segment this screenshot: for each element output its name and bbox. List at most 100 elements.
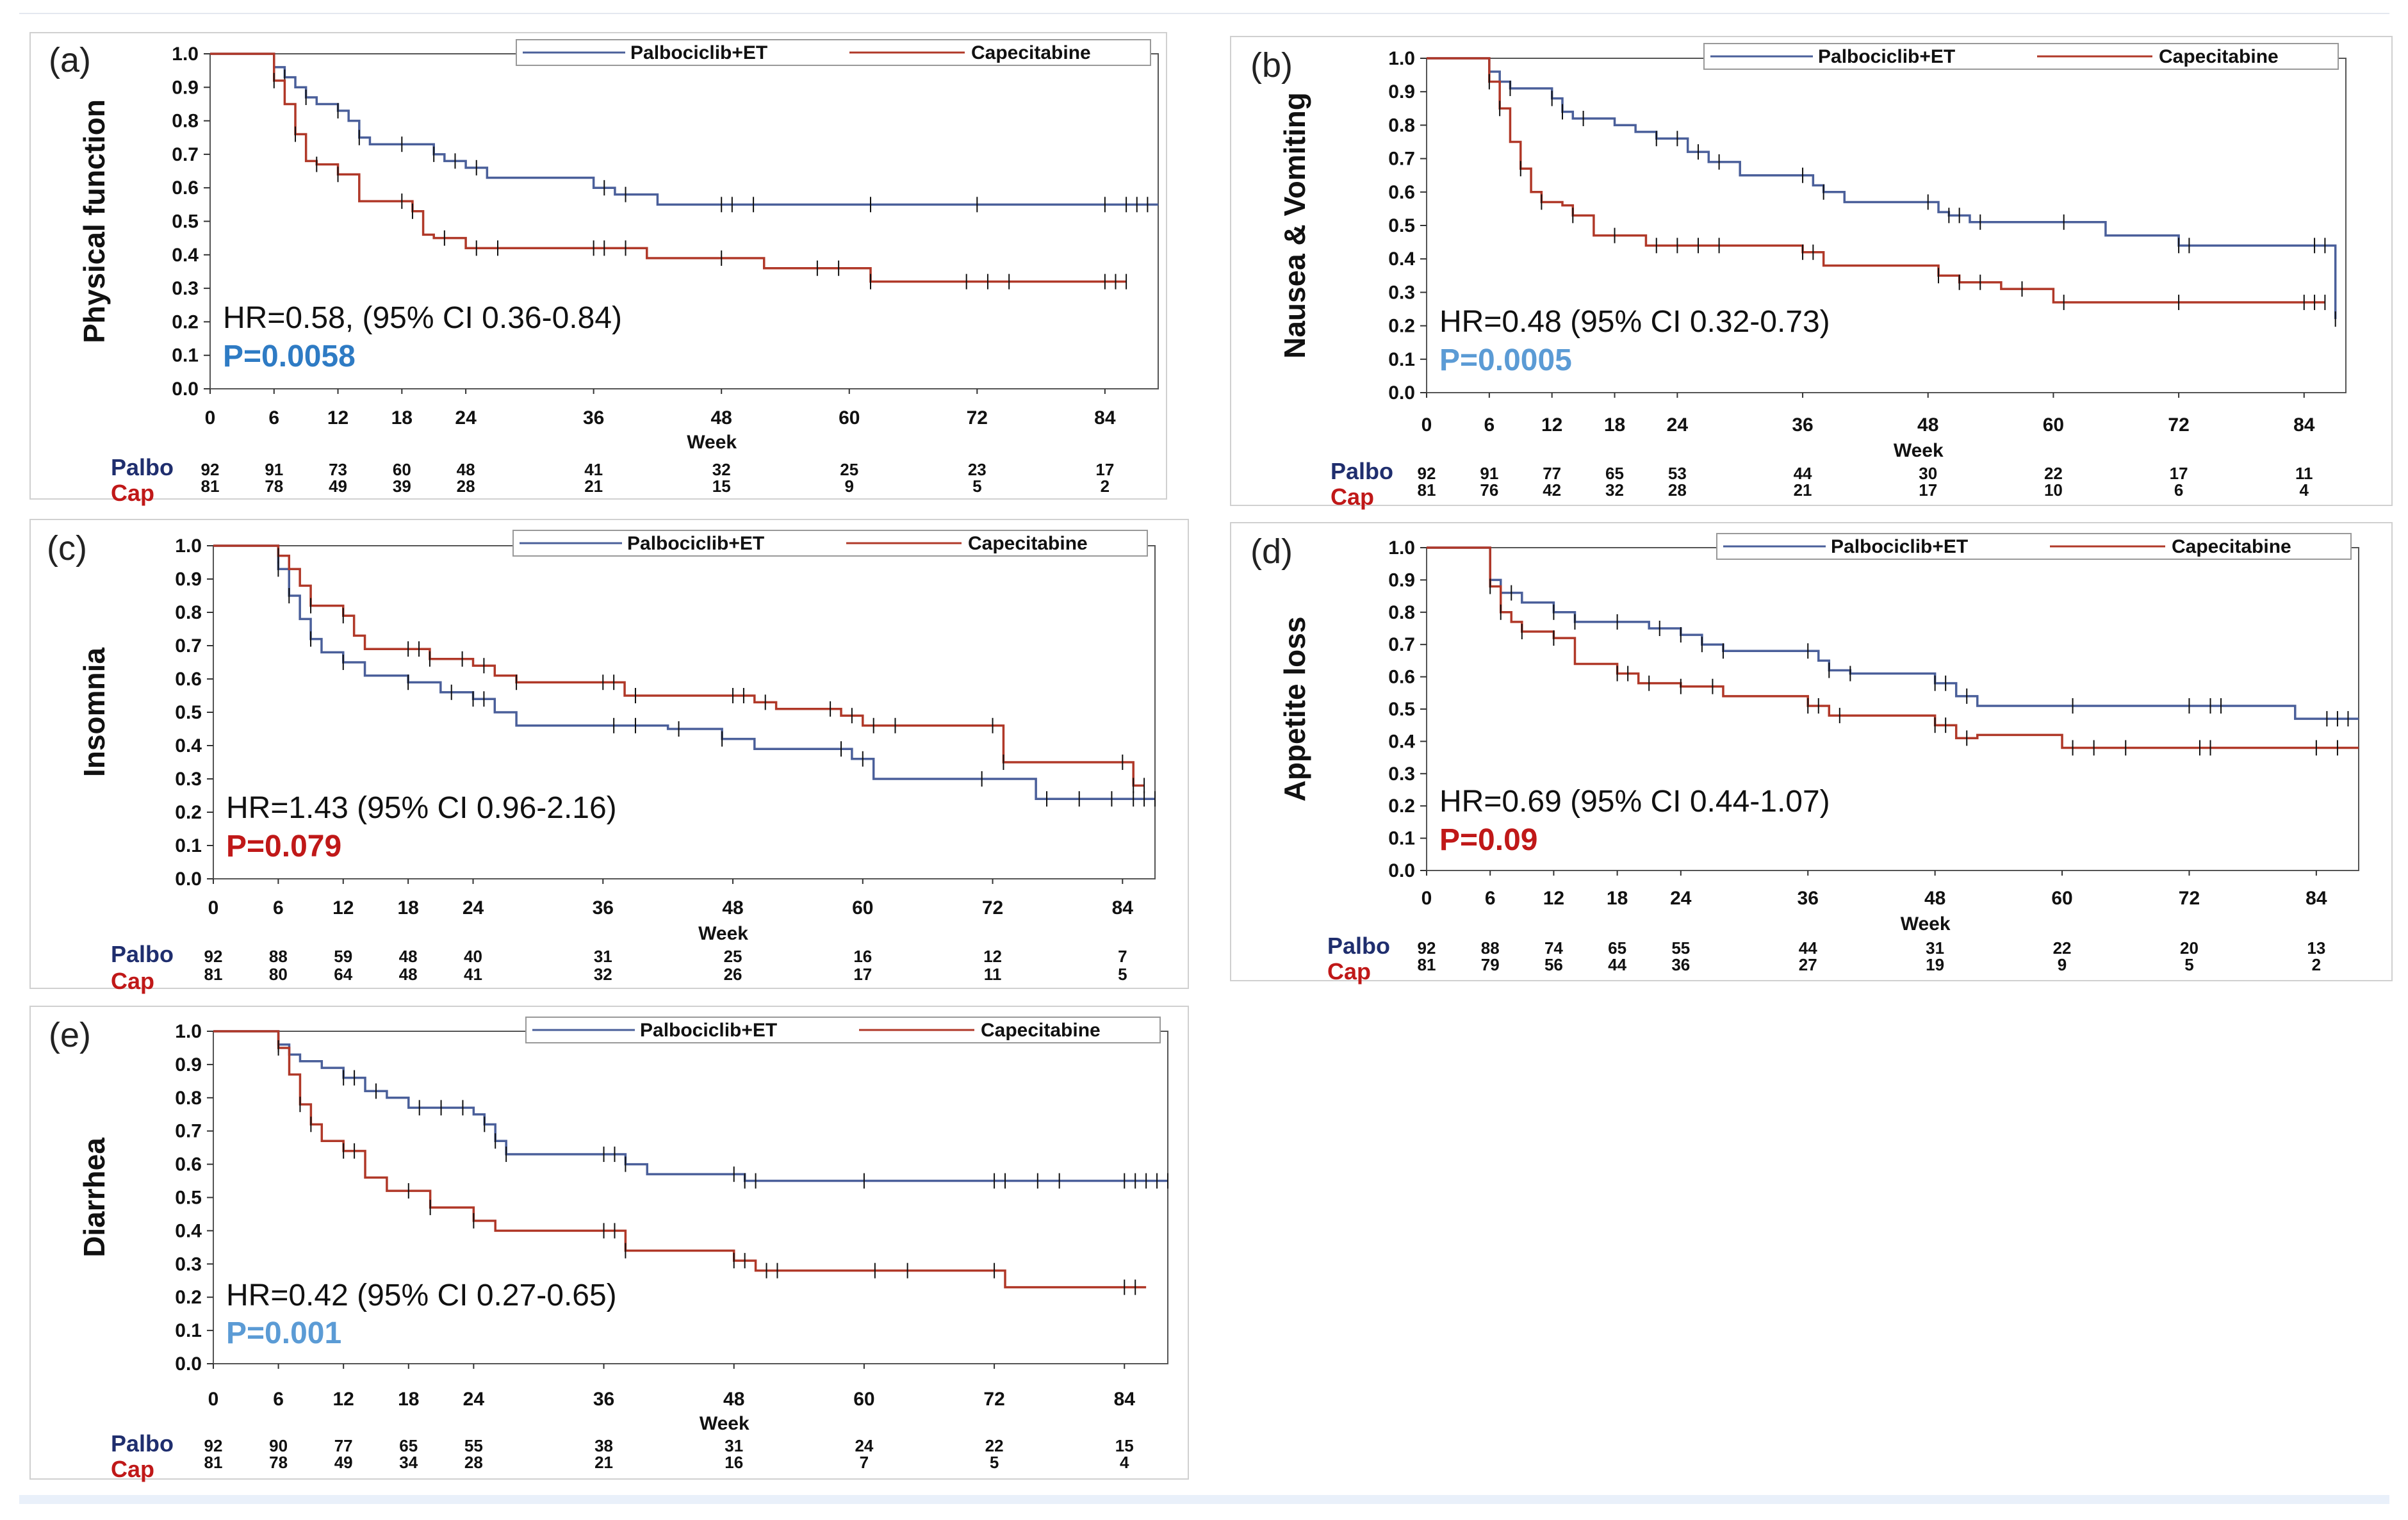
legend: Palbociclib+ET Capecitabine [512,530,1148,557]
risk-count-palbo: 65 [1605,464,1624,483]
km-curve-cap [1427,546,2359,749]
x-tick-label: 84 [2293,414,2315,436]
x-tick-label: 60 [852,897,873,919]
legend-label-cap: Capecitabine [968,533,1088,554]
risk-count-palbo: 92 [1418,938,1436,958]
risk-label-cap: Cap [1331,484,1374,510]
risk-count-palbo: 22 [2053,938,2072,958]
risk-count-palbo: 16 [853,947,872,966]
risk-count-cap: 39 [393,477,411,496]
x-tick-label: 0 [208,897,219,919]
hazard-ratio-text: HR=0.58, (95% CI 0.36-0.84) [223,301,622,335]
x-tick-label: 24 [1670,888,1692,909]
y-tick-label: 0.7 [175,1121,202,1142]
risk-label-cap: Cap [111,1456,154,1482]
risk-count-palbo: 13 [2307,938,2325,958]
x-tick-label: 84 [2306,888,2327,909]
x-tick-label: 60 [2043,414,2064,436]
legend: Palbociclib+ET Capecitabine [1716,533,2352,560]
x-tick-label: 12 [327,407,348,429]
x-tick-label: 48 [711,407,732,429]
risk-count-cap: 32 [594,965,612,984]
y-axis-title: Appetite loss [1278,617,1311,802]
x-tick-label: 48 [723,1389,744,1410]
y-tick-label: 0.1 [172,345,199,366]
km-panel-physical-function: (a) Physical function 1.0 0.9 0.8 0.7 0.6 0.5 0.… [29,32,1167,506]
risk-count-palbo: 38 [594,1436,613,1455]
risk-count-cap: 15 [712,477,731,496]
x-tick-label: 48 [1917,414,1938,436]
y-tick-label: 0.2 [172,311,199,332]
risk-count-palbo: 31 [1926,938,1944,958]
hazard-ratio-text: HR=1.43 (95% CI 0.96-2.16) [226,791,617,825]
p-value-text: P=0.09 [1439,823,1537,857]
risk-count-palbo: 48 [457,460,475,479]
y-tick-label: 0.8 [175,602,202,623]
x-tick-label: 0 [208,1389,219,1410]
x-tick-label: 18 [398,1389,419,1410]
km-chart-b: (b) Nausea & Vomiting 1.0 0.9 0.8 0.7 0.6 0.5 0.… [1250,43,2347,510]
legend: Palbociclib+ET Capecitabine [1703,43,2339,70]
x-tick-label: 84 [1094,407,1116,429]
plot-frame [1426,58,2347,393]
panel-label: (a) [49,41,91,79]
risk-count-cap: 81 [201,477,220,496]
risk-count-palbo: 53 [1668,464,1687,483]
risk-count-palbo: 17 [2170,464,2188,483]
risk-count-palbo: 12 [983,947,1002,966]
x-tick-label: 6 [1485,888,1496,909]
risk-count-palbo: 55 [464,1436,483,1455]
y-tick-label: 1.0 [1388,537,1415,559]
x-tick-label: 36 [593,897,614,919]
km-curve-cap [210,53,1127,283]
y-tick-label: 0.9 [1388,569,1415,591]
km-curve-cap [213,544,1145,787]
legend-label-cap: Capecitabine [2172,536,2291,557]
risk-count-cap: 80 [269,965,288,984]
risk-label-palbo: Palbo [1331,458,1393,484]
x-tick-label: 24 [463,1389,485,1410]
risk-count-palbo: 44 [1799,938,1817,958]
risk-count-palbo: 32 [712,460,731,479]
legend: Palbociclib+ET Capecitabine [516,39,1151,66]
y-tick-label: 0.4 [172,245,199,266]
risk-count-palbo: 25 [724,947,742,966]
risk-count-palbo: 41 [584,460,603,479]
y-tick-label: 0.9 [1388,81,1415,102]
risk-count-cap: 28 [457,477,475,496]
risk-count-palbo: 20 [2180,938,2199,958]
km-curve-cap [213,1030,1147,1289]
y-axis-title: Diarrhea [78,1138,111,1257]
risk-count-cap: 5 [972,477,981,496]
risk-count-palbo: 30 [1919,464,1937,483]
km-curve-palbo [210,53,1158,206]
risk-count-palbo: 44 [1794,464,1812,483]
risk-count-cap: 81 [1418,955,1436,974]
x-tick-label: 72 [2168,414,2189,436]
risk-count-palbo: 55 [1671,938,1690,958]
risk-count-cap: 48 [399,965,418,984]
y-tick-label: 0.2 [1388,316,1415,337]
risk-count-cap: 81 [204,1453,223,1472]
x-tick-label: 6 [1484,414,1495,436]
risk-count-palbo: 92 [1418,464,1436,483]
y-tick-label: 0.9 [172,77,199,98]
y-tick-label: 0.0 [172,379,199,400]
x-axis-title: Week [698,923,748,944]
risk-count-cap: 26 [724,965,742,984]
legend: Palbociclib+ET Capecitabine [525,1017,1161,1043]
x-tick-label: 84 [1112,897,1134,919]
x-tick-label: 60 [839,407,860,429]
x-tick-label: 12 [332,1389,354,1410]
risk-count-palbo: 92 [204,1436,223,1455]
risk-count-palbo: 92 [201,460,220,479]
y-tick-label: 0.5 [172,211,199,233]
y-tick-label: 0.6 [1388,182,1415,203]
km-chart-d: (d) Appetite loss 1.0 0.9 0.8 0.7 0.6 0.5 0.4 0.3… [1250,532,2359,985]
km-panel-insomnia: (c) Insomnia 1.0 0.9 0.8 0.7 0.6 0.5 0.4 0.3 0.2 0.… [29,519,1189,994]
x-tick-label: 12 [1541,414,1562,436]
legend-label-cap: Capecitabine [981,1020,1101,1041]
y-tick-label: 1.0 [172,44,199,65]
risk-count-palbo: 91 [1480,464,1498,483]
risk-count-cap: 81 [1418,480,1436,500]
